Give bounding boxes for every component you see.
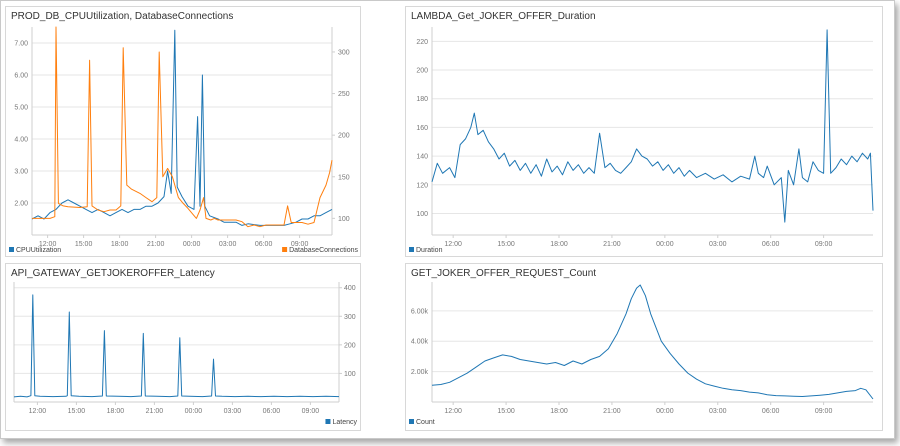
x-tick-label: 00:00 (183, 241, 201, 248)
x-tick-label: 15:00 (75, 241, 93, 248)
x-tick-label: 15:00 (497, 408, 515, 415)
x-tick-label: 21:00 (603, 241, 621, 248)
x-tick-label: 06:00 (762, 241, 780, 248)
widget-title: LAMBDA_Get_JOKER_OFFER_Duration (411, 11, 596, 22)
widget-title: API_GATEWAY_GETJOKEROFFER_Latency (11, 268, 215, 279)
legend-item: Latency (325, 419, 357, 426)
y-tick-label: 300 (344, 314, 356, 321)
x-tick-label: 03:00 (219, 241, 237, 248)
y2-tick-label: 100 (338, 216, 350, 223)
legend-item: Duration (409, 247, 443, 254)
legend-swatch (409, 419, 414, 424)
y-tick-label: 2.00 (14, 201, 28, 208)
chart-lambda-duration: 100 120 140 160 180 200 220 12:00 15:00 18:00 21:0… (409, 27, 874, 254)
x-tick-label: 12:00 (29, 408, 47, 415)
legend-label: Latency (332, 419, 357, 426)
y-tick-label: 6.00k (411, 308, 429, 315)
x-tick-label: 21:00 (603, 408, 621, 415)
y-tick-label: 7.00 (14, 41, 28, 48)
y-tick-label: 100 (344, 371, 356, 378)
series-line-cpuutilization (31, 29, 333, 226)
y-tick-label: 140 (416, 154, 428, 161)
x-tick-label: 12:00 (444, 408, 462, 415)
x-tick-label: 06:00 (762, 408, 780, 415)
y-tick-label: 4.00k (411, 339, 429, 346)
x-tick-label: 06:00 (255, 241, 273, 248)
x-tick-label: 18:00 (111, 241, 129, 248)
x-tick-label: 15:00 (497, 241, 515, 248)
dashboard-frame: PROD_DB_CPUUtilization, DatabaseConnecti… (0, 0, 895, 439)
chart-db-cpu-connections: 2.00 3.00 4.00 5.00 6.00 7.00 100 150 200 250 300 1… (9, 26, 358, 254)
widget-db-cpu-connections: PROD_DB_CPUUtilization, DatabaseConnecti… (5, 6, 361, 257)
y2-tick-label: 250 (338, 91, 350, 98)
series-line-count (431, 284, 874, 400)
x-tick-label: 06:00 (263, 408, 281, 415)
x-tick-label: 09:00 (815, 241, 833, 248)
y-tick-label: 200 (344, 342, 356, 349)
legend-item: CPUUtilization (9, 247, 61, 254)
y-tick-label: 120 (416, 182, 428, 189)
widget-title: PROD_DB_CPUUtilization, DatabaseConnecti… (11, 11, 234, 22)
legend-swatch (325, 419, 331, 424)
series-line-databaseconnections (32, 26, 333, 228)
widget-title: GET_JOKER_OFFER_REQUEST_Count (411, 268, 597, 279)
legend-label: DatabaseConnections (289, 247, 358, 254)
y-tick-label: 200 (416, 68, 428, 75)
y-tick-label: 3.00 (14, 169, 28, 176)
widget-lambda-duration: LAMBDA_Get_JOKER_OFFER_Duration 100 120 14… (405, 6, 883, 257)
legend-swatch (282, 247, 288, 252)
x-tick-label: 12:00 (444, 241, 462, 248)
chart-request-count: 2.00k 4.00k 6.00k 12:00 15:00 18:00 21:00 00:00… (409, 282, 874, 426)
y-tick-label: 2.00k (411, 369, 429, 376)
widget-request-count: GET_JOKER_OFFER_REQUEST_Count 2.00k 4.00k… (405, 263, 883, 431)
x-tick-label: 00:00 (656, 241, 674, 248)
x-tick-label: 12:00 (39, 241, 57, 248)
y-tick-label: 180 (416, 96, 428, 103)
x-tick-label: 21:00 (147, 241, 165, 248)
y2-tick-label: 300 (338, 49, 350, 56)
y-tick-label: 100 (416, 211, 428, 218)
legend-label: CPUUtilization (16, 247, 61, 254)
x-tick-label: 21:00 (146, 408, 164, 415)
y2-tick-label: 150 (338, 174, 350, 181)
series-line-latency (13, 294, 340, 398)
y-tick-label: 220 (416, 39, 428, 46)
y-tick-label: 160 (416, 125, 428, 132)
y-tick-label: 5.00 (14, 105, 28, 112)
x-tick-label: 03:00 (224, 408, 242, 415)
legend-label: Duration (416, 247, 443, 254)
x-tick-label: 03:00 (709, 408, 727, 415)
y2-tick-label: 200 (338, 133, 350, 140)
chart-api-latency: 100 200 300 400 12:00 15:00 18:00 21:00 00:00 03:… (13, 282, 357, 426)
x-tick-label: 03:00 (709, 241, 727, 248)
series-line-duration (431, 29, 874, 223)
legend-swatch (9, 247, 14, 252)
x-tick-label: 15:00 (68, 408, 86, 415)
legend-label: Count (416, 419, 435, 426)
y-tick-label: 6.00 (14, 73, 28, 80)
x-tick-label: 09:00 (815, 408, 833, 415)
legend-item: Count (409, 419, 435, 426)
widget-api-latency: API_GATEWAY_GETJOKEROFFER_Latency 100 200… (5, 263, 361, 431)
x-tick-label: 18:00 (550, 241, 568, 248)
x-tick-label: 00:00 (656, 408, 674, 415)
y-tick-label: 4.00 (14, 137, 28, 144)
legend-swatch (409, 247, 414, 252)
x-tick-label: 18:00 (550, 408, 568, 415)
x-tick-label: 00:00 (185, 408, 203, 415)
x-tick-label: 09:00 (291, 241, 309, 248)
x-tick-label: 09:00 (302, 408, 320, 415)
legend-item: DatabaseConnections (282, 247, 358, 254)
x-tick-label: 18:00 (107, 408, 125, 415)
y-tick-label: 400 (344, 285, 356, 292)
